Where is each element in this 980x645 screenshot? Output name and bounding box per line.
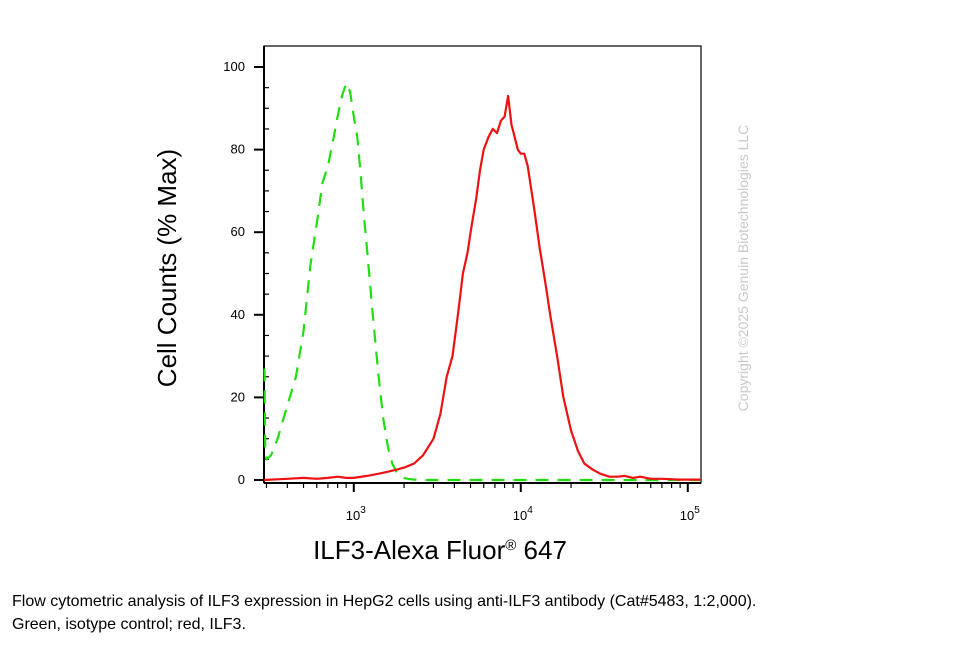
x-tick-label-base: 10 — [513, 508, 527, 523]
y-tick-label: 40 — [231, 307, 245, 322]
x-tick-label-base: 10 — [346, 508, 360, 523]
x-tick-label: 103 — [346, 505, 366, 523]
copyright-watermark: Copyright ©2025 Genuin Biotechnologies L… — [735, 125, 751, 412]
figure-caption: Flow cytometric analysis of ILF3 express… — [12, 590, 972, 636]
ilf3-curve — [263, 94, 701, 482]
x-axis-title-main: ILF3-Alexa Fluor — [313, 535, 506, 565]
y-tick-label: 60 — [231, 224, 245, 239]
y-tick-label: 100 — [223, 59, 245, 74]
y-tick-label: 20 — [231, 389, 245, 404]
y-tick-label: 80 — [231, 142, 245, 157]
series-layer — [263, 82, 701, 482]
x-axis-title-registered-mark: ® — [505, 537, 516, 554]
x-tick-label-exponent: 4 — [527, 505, 533, 516]
x-tick-label: 104 — [513, 505, 533, 523]
x-tick-label-exponent: 5 — [694, 505, 700, 516]
y-axis: 0 20 40 60 80 100 — [223, 46, 269, 487]
x-axis-title-suffix: 647 — [516, 535, 567, 565]
y-axis-title: Cell Counts (% Max) — [152, 149, 182, 387]
x-tick-label: 105 — [680, 505, 700, 523]
flow-cytometry-figure: 0 20 40 60 80 100 103 104 105 Cell Counts (% Ma… — [152, 45, 751, 565]
x-axis-title: ILF3-Alexa Fluor® 647 — [313, 535, 567, 565]
caption-line-1: Flow cytometric analysis of ILF3 express… — [12, 593, 757, 610]
y-tick-label: 0 — [238, 472, 245, 487]
caption-line-2: Green, isotype control; red, ILF3. — [12, 616, 246, 633]
isotype-control-curve — [263, 82, 701, 482]
x-tick-label-base: 10 — [680, 508, 694, 523]
x-tick-label-exponent: 3 — [360, 505, 366, 516]
plot-frame — [263, 45, 702, 484]
x-axis: 103 104 105 — [264, 482, 701, 523]
